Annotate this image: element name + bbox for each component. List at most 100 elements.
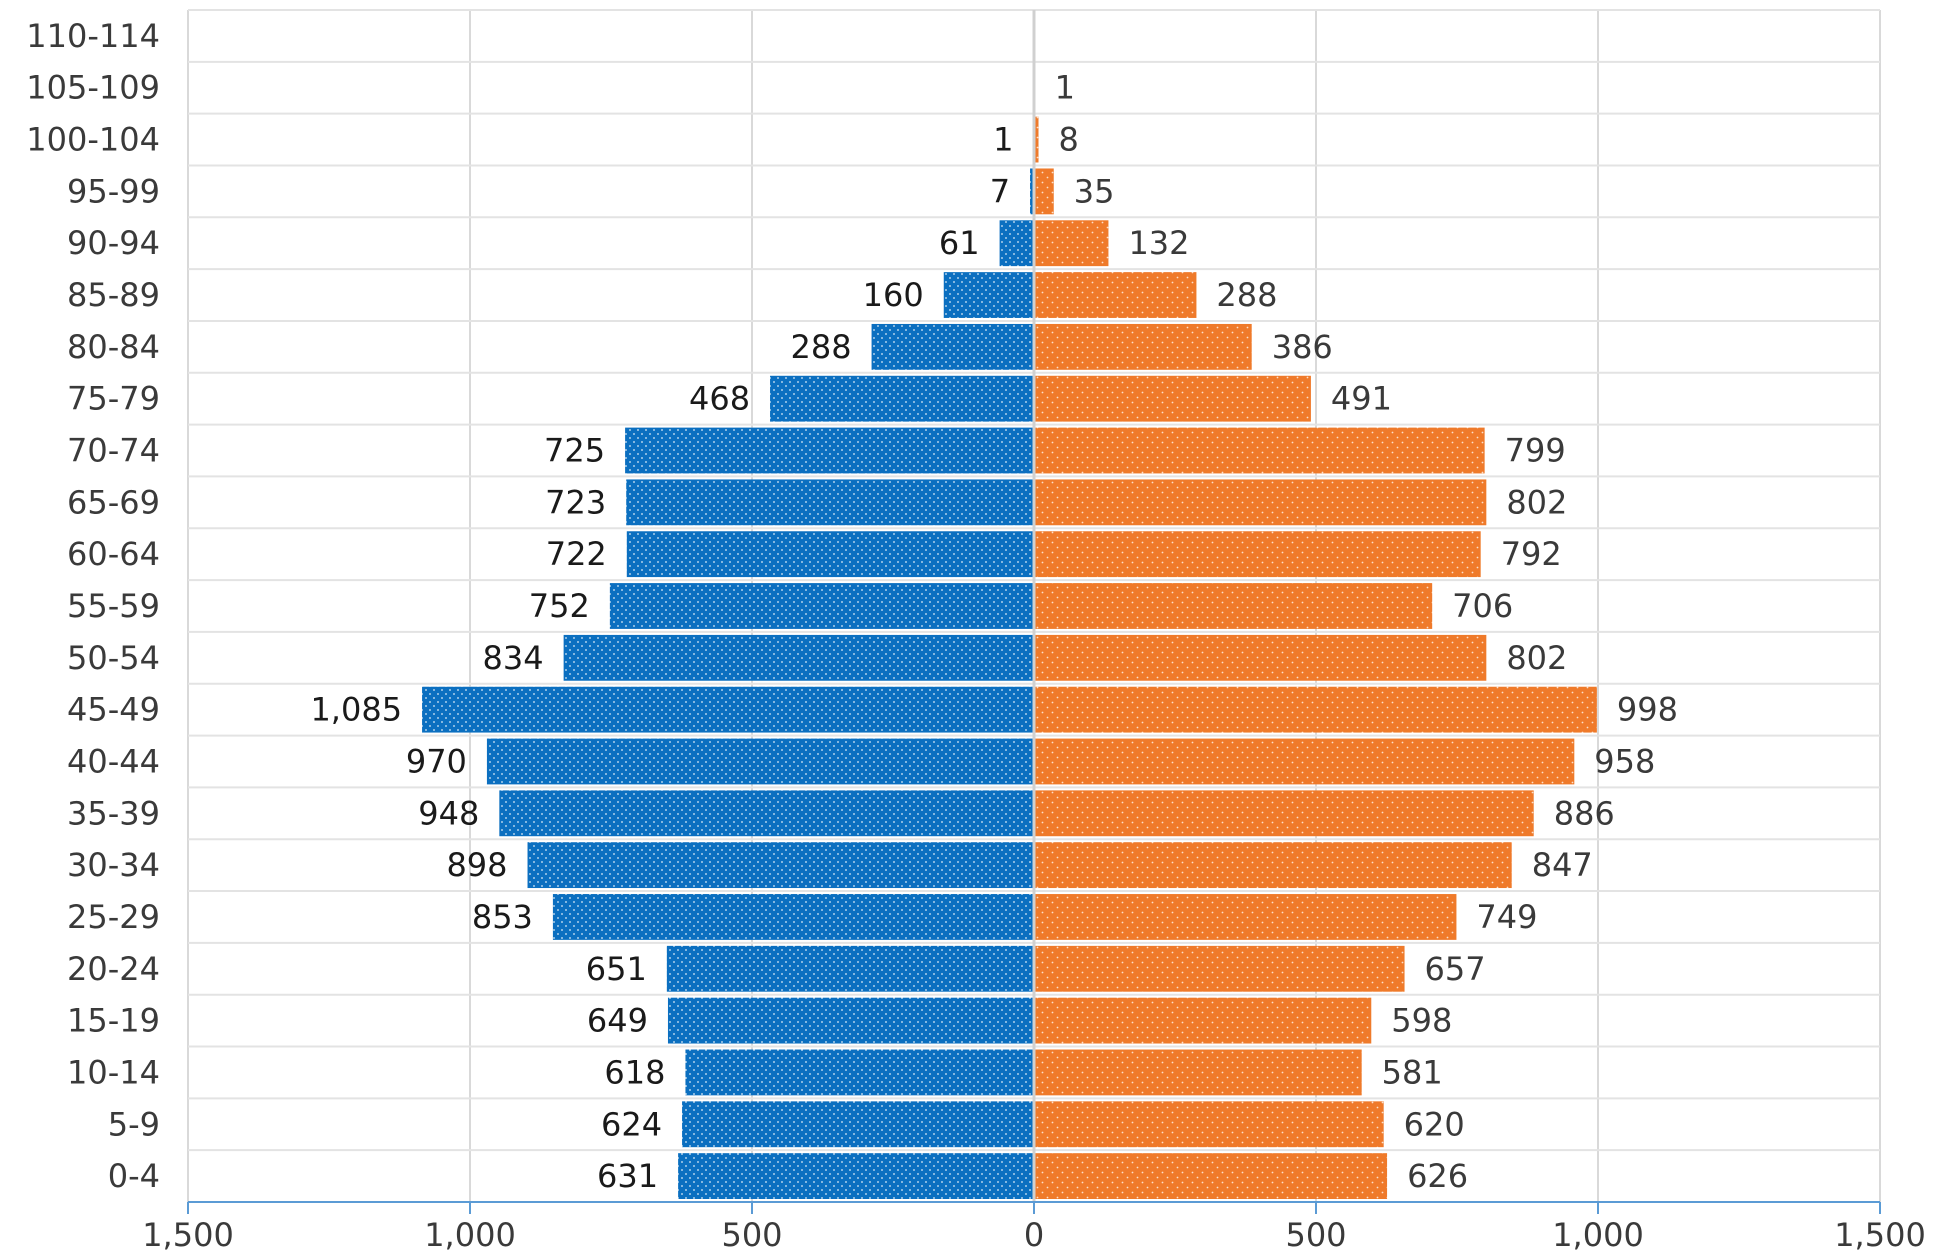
- category-label-55-59: 55-59: [67, 587, 160, 625]
- bar-right-90-94: [1034, 220, 1109, 267]
- data-label-left-80-84: 288: [790, 328, 851, 366]
- category-label-60-64: 60-64: [67, 535, 160, 573]
- bar-right-20-24: [1034, 945, 1405, 992]
- bar-right-100-104: [1034, 116, 1039, 163]
- data-label-right-0-4: 626: [1407, 1157, 1468, 1195]
- x-tick-label-4: 500: [1285, 1216, 1346, 1254]
- x-tick-label-6: 1,500: [1834, 1216, 1926, 1254]
- category-label-15-19: 15-19: [67, 1002, 160, 1040]
- data-label-left-55-59: 752: [529, 587, 590, 625]
- bar-right-95-99: [1034, 168, 1054, 215]
- data-label-right-50-54: 802: [1506, 639, 1567, 677]
- category-label-75-79: 75-79: [67, 380, 160, 418]
- data-label-left-70-74: 725: [544, 432, 605, 470]
- data-label-right-40-44: 958: [1594, 742, 1655, 780]
- data-label-left-0-4: 631: [597, 1157, 658, 1195]
- data-label-right-75-79: 491: [1331, 380, 1392, 418]
- category-label-35-39: 35-39: [67, 794, 160, 832]
- data-label-left-100-104: 1: [993, 121, 1013, 159]
- data-labels: 6316246186496518538989489701,08583475272…: [310, 69, 1677, 1195]
- x-tick-label-5: 1,000: [1552, 1216, 1644, 1254]
- bar-left-75-79: [770, 375, 1034, 422]
- data-label-left-75-79: 468: [689, 380, 750, 418]
- category-label-110-114: 110-114: [26, 17, 160, 55]
- category-label-0-4: 0-4: [108, 1157, 160, 1195]
- data-label-left-90-94: 61: [939, 224, 980, 262]
- category-label-80-84: 80-84: [67, 328, 160, 366]
- data-label-right-45-49: 998: [1617, 691, 1678, 729]
- data-label-right-70-74: 799: [1505, 432, 1566, 470]
- x-tick-label-2: 500: [721, 1216, 782, 1254]
- data-label-left-15-19: 649: [587, 1002, 648, 1040]
- category-label-20-24: 20-24: [67, 950, 160, 988]
- data-label-left-5-9: 624: [601, 1105, 662, 1143]
- data-label-left-85-89: 160: [863, 276, 924, 314]
- data-label-right-15-19: 598: [1391, 1002, 1452, 1040]
- category-label-40-44: 40-44: [67, 742, 160, 780]
- bar-right-30-34: [1034, 842, 1512, 889]
- data-label-right-10-14: 581: [1382, 1053, 1443, 1091]
- category-label-85-89: 85-89: [67, 276, 160, 314]
- bar-left-30-34: [527, 842, 1034, 889]
- bar-right-40-44: [1034, 738, 1575, 785]
- data-label-left-10-14: 618: [604, 1053, 665, 1091]
- data-label-right-105-109: 1: [1055, 69, 1075, 107]
- bar-left-60-64: [626, 531, 1034, 578]
- bar-right-0-4: [1034, 1153, 1388, 1199]
- data-label-right-95-99: 35: [1074, 172, 1115, 210]
- category-label-65-69: 65-69: [67, 483, 160, 521]
- bar-right-50-54: [1034, 634, 1487, 681]
- category-label-70-74: 70-74: [67, 432, 160, 470]
- bar-right-15-19: [1034, 997, 1372, 1044]
- bar-left-0-4: [678, 1153, 1034, 1199]
- bar-right-75-79: [1034, 375, 1311, 422]
- bar-left-10-14: [685, 1049, 1034, 1096]
- data-label-left-95-99: 7: [990, 172, 1010, 210]
- category-labels: 0-4 5-9 10-14 15-19 20-24 25-29 30-34 35-39 40-4…: [26, 17, 160, 1195]
- bar-left-90-94: [999, 220, 1034, 267]
- category-label-5-9: 5-9: [108, 1105, 160, 1143]
- bar-left-25-29: [552, 894, 1034, 940]
- data-label-right-55-59: 706: [1452, 587, 1513, 625]
- data-label-right-35-39: 886: [1554, 794, 1615, 832]
- bar-right-55-59: [1034, 583, 1433, 629]
- bar-right-35-39: [1034, 790, 1534, 837]
- data-label-right-60-64: 792: [1501, 535, 1562, 573]
- category-label-95-99: 95-99: [67, 172, 160, 210]
- bar-left-95-99: [1030, 168, 1034, 215]
- bar-left-85-89: [943, 272, 1034, 318]
- bar-left-70-74: [625, 427, 1034, 474]
- data-label-right-80-84: 386: [1272, 328, 1333, 366]
- data-label-left-40-44: 970: [406, 742, 467, 780]
- data-label-left-50-54: 834: [483, 639, 544, 677]
- category-label-25-29: 25-29: [67, 898, 160, 936]
- category-label-50-54: 50-54: [67, 639, 160, 677]
- bar-left-50-54: [563, 634, 1034, 681]
- bar-left-80-84: [871, 323, 1034, 370]
- bar-right-80-84: [1034, 323, 1252, 370]
- category-label-45-49: 45-49: [67, 691, 160, 729]
- data-label-left-35-39: 948: [418, 794, 479, 832]
- data-label-right-30-34: 847: [1532, 846, 1593, 884]
- data-label-right-100-104: 8: [1059, 121, 1079, 159]
- bar-left-5-9: [682, 1101, 1034, 1148]
- data-label-right-5-9: 620: [1404, 1105, 1465, 1143]
- x-axis-tick-labels: 1,500 1,000 500 0 500 1,000 1,500: [142, 1216, 1926, 1254]
- bar-left-20-24: [666, 945, 1034, 992]
- category-label-90-94: 90-94: [67, 224, 160, 262]
- data-label-left-25-29: 853: [472, 898, 533, 936]
- bar-right-5-9: [1034, 1101, 1384, 1148]
- x-tick-label-1: 1,000: [424, 1216, 516, 1254]
- category-label-100-104: 100-104: [26, 121, 160, 159]
- bar-right-65-69: [1034, 479, 1487, 526]
- bar-right-10-14: [1034, 1049, 1362, 1096]
- category-label-105-109: 105-109: [26, 69, 160, 107]
- category-label-10-14: 10-14: [67, 1053, 160, 1091]
- data-label-left-60-64: 722: [546, 535, 607, 573]
- bars: [422, 64, 1597, 1199]
- bar-right-85-89: [1034, 272, 1197, 318]
- bar-left-55-59: [609, 583, 1034, 629]
- bar-right-70-74: [1034, 427, 1485, 474]
- data-label-right-25-29: 749: [1476, 898, 1537, 936]
